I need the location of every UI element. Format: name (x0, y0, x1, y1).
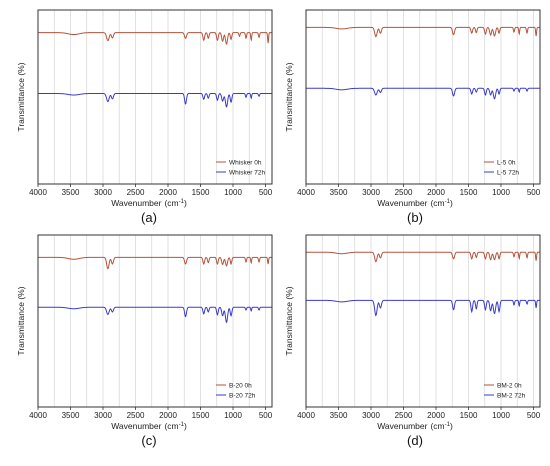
x-tick-label: 2500 (127, 188, 145, 197)
x-tick-label: 1000 (224, 411, 242, 420)
x-tick-label: 3000 (362, 411, 380, 420)
legend-entry: L-5 0h (497, 160, 516, 167)
legend-entry: BM-2 0h (497, 383, 522, 390)
x-tick-label: 1500 (192, 411, 210, 420)
x-tick-label: 3500 (330, 188, 348, 197)
x-axis-title: Wavenumber (cm-1) (111, 198, 187, 208)
x-tick-label: 1500 (460, 411, 478, 420)
x-tick-label: 500 (259, 188, 273, 197)
chart-panel-a: 4000 3500 3000 2500 2000 1500 1000 500 Wavenumbe… (16, 9, 273, 225)
x-axis-unit-close: ) (450, 421, 453, 431)
panel-label: (a) (141, 210, 157, 225)
x-tick-label: 4000 (297, 188, 315, 197)
series-line-bm-2-0h (306, 251, 540, 263)
x-axis-title: Wavenumber (cm-1) (111, 421, 187, 431)
x-axis-unit-superscript: -1 (445, 199, 451, 205)
y-axis-title: Transmittance (%) (16, 62, 26, 131)
series-line-whisker-0h (38, 32, 272, 45)
panel-label: (d) (407, 433, 423, 448)
plot-frame (37, 234, 273, 408)
x-axis-title-text: Wavenumber (377, 421, 427, 431)
x-axis-title-text: Wavenumber (111, 421, 161, 431)
x-tick-label: 500 (527, 411, 541, 420)
x-axis-title-text: Wavenumber (377, 198, 427, 208)
x-axis-unit: (cm (164, 421, 178, 431)
legend-entry: B-20 72h (229, 393, 256, 400)
x-tick-label: 3500 (62, 188, 80, 197)
x-tick-label: 1000 (224, 188, 242, 197)
y-axis-title: Transmittance (%) (16, 286, 26, 355)
plot-frame (305, 234, 541, 408)
x-axis-title-text: Wavenumber (111, 198, 161, 208)
x-tick-label: 4000 (29, 188, 47, 197)
x-tick-label: 3500 (62, 411, 80, 420)
series-line-l-5-72h (306, 87, 540, 100)
x-tick-label: 3000 (362, 188, 380, 197)
x-axis-unit: (cm (164, 198, 178, 208)
x-tick-label: 3000 (94, 188, 112, 197)
series-line-bm-2-72h (306, 299, 540, 317)
x-tick-label: 500 (259, 411, 273, 420)
x-tick-label: 4000 (29, 411, 47, 420)
chart-panel-d: 4000 3500 3000 2500 2000 1500 1000 500 Wavenumbe… (284, 234, 541, 448)
series-line-whisker-72h (38, 93, 272, 108)
x-tick-label: 1500 (460, 188, 478, 197)
x-axis-unit-close: ) (184, 421, 187, 431)
x-axis-title: Wavenumber (cm-1) (377, 198, 453, 208)
x-tick-label: 2500 (127, 411, 145, 420)
x-tick-label: 4000 (297, 411, 315, 420)
x-tick-label: 2000 (159, 411, 177, 420)
legend-entry: Whisker 72h (229, 170, 266, 177)
series-line-l-5-0h (306, 26, 540, 38)
x-axis-unit-close: ) (184, 198, 187, 208)
x-tick-label: 1500 (192, 188, 210, 197)
x-tick-label: 2500 (395, 188, 413, 197)
panel-label: (c) (141, 433, 156, 448)
x-tick-label: 1000 (492, 188, 510, 197)
plot-frame (37, 9, 273, 185)
panel-label: (b) (407, 210, 423, 225)
legend-entry: Whisker 0h (229, 160, 262, 167)
y-axis-title: Transmittance (%) (284, 286, 294, 355)
x-tick-label: 2000 (427, 188, 445, 197)
x-tick-label: 1000 (492, 411, 510, 420)
series-line-b-20-0h (38, 256, 272, 270)
legend-entry: BM-2 72h (497, 393, 526, 400)
x-axis-unit: (cm (430, 421, 444, 431)
chart-panel-b: 4000 3500 3000 2500 2000 1500 1000 500 Wavenumbe… (284, 9, 541, 225)
x-tick-label: 2000 (159, 188, 177, 197)
series-line-b-20-72h (38, 306, 272, 324)
x-tick-label: 2500 (395, 411, 413, 420)
legend-entry: L-5 72h (497, 170, 519, 177)
x-axis-title: Wavenumber (cm-1) (377, 421, 453, 431)
x-axis-unit-superscript: -1 (445, 422, 451, 428)
plot-frame (305, 9, 541, 185)
x-axis-unit-superscript: -1 (179, 422, 185, 428)
x-tick-label: 500 (527, 188, 541, 197)
y-axis-title: Transmittance (%) (284, 62, 294, 131)
chart-panel-c: 4000 3500 3000 2500 2000 1500 1000 500 Wavenumbe… (16, 234, 273, 448)
x-tick-label: 2000 (427, 411, 445, 420)
x-axis-unit-superscript: -1 (179, 199, 185, 205)
x-tick-label: 3500 (330, 411, 348, 420)
x-tick-label: 3000 (94, 411, 112, 420)
x-axis-unit-close: ) (450, 198, 453, 208)
x-axis-unit: (cm (430, 198, 444, 208)
legend-entry: B-20 0h (229, 383, 252, 390)
